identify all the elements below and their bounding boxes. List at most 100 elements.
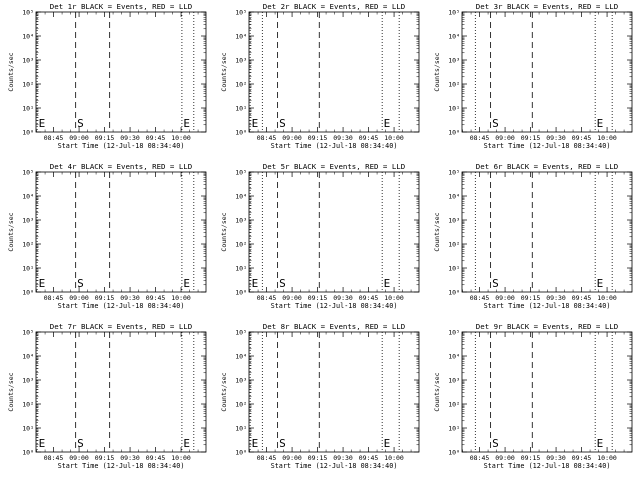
x-tick-label: 09:15 — [521, 134, 541, 142]
detector-panel: Det 5r BLACK = Events, RED = LLD 10⁰ 10¹ 10… — [213, 160, 426, 320]
event-marker-label: E — [597, 117, 604, 130]
x-tick-label: 09:00 — [495, 454, 515, 462]
y-tick-label: 10⁰ — [235, 129, 247, 137]
y-axis-label: Counts/sec — [220, 212, 228, 251]
chart-title: Det 6r BLACK = Events, RED = LLD — [476, 162, 618, 171]
y-tick-label: 10⁵ — [448, 9, 460, 17]
detector-chart: Det 6r BLACK = Events, RED = LLD 10⁰ 10¹ 10… — [433, 162, 633, 310]
y-tick-label: 10¹ — [448, 425, 460, 433]
y-tick-label: 10² — [448, 401, 460, 409]
detector-chart: Det 1r BLACK = Events, RED = LLD 10⁰ 10¹ 10… — [7, 2, 207, 150]
y-tick-label: 10⁴ — [448, 33, 460, 41]
y-tick-label: 10⁵ — [22, 9, 34, 17]
y-axis-label: Counts/sec — [7, 52, 15, 91]
y-tick-label: 10⁴ — [235, 33, 247, 41]
y-tick-label: 10⁰ — [22, 129, 34, 137]
x-tick-label: 09:45 — [359, 134, 379, 142]
y-tick-label: 10¹ — [448, 105, 460, 113]
plot-frame — [248, 11, 420, 133]
x-tick-label: 10:00 — [384, 294, 404, 302]
x-tick-label: 08:45 — [470, 454, 490, 462]
event-marker-label: E — [597, 437, 604, 450]
x-axis-label: Start Time (12-Jul-18 08:34:40) — [271, 142, 398, 150]
x-tick-label: 09:30 — [120, 454, 140, 462]
event-marker-label: S — [492, 117, 499, 130]
y-tick-label: 10³ — [235, 217, 247, 225]
y-tick-label: 10² — [22, 401, 34, 409]
event-marker-label: E — [183, 277, 190, 290]
y-tick-label: 10¹ — [235, 425, 247, 433]
x-axis-label: Start Time (12-Jul-18 08:34:40) — [58, 302, 185, 310]
x-tick-label: 09:30 — [333, 294, 353, 302]
event-marker-label: S — [279, 437, 286, 450]
x-tick-label: 09:00 — [495, 294, 515, 302]
y-tick-label: 10⁰ — [235, 289, 247, 297]
chart-title: Det 2r BLACK = Events, RED = LLD — [263, 2, 405, 11]
y-tick-label: 10⁴ — [22, 353, 34, 361]
y-tick-label: 10⁴ — [448, 193, 460, 201]
x-tick-label: 09:15 — [308, 134, 328, 142]
plot-frame — [35, 171, 207, 293]
y-axis-label: Counts/sec — [433, 52, 441, 91]
detector-panel: Det 8r BLACK = Events, RED = LLD 10⁰ 10¹ 10… — [213, 320, 426, 480]
y-axis-label: Counts/sec — [433, 212, 441, 251]
detector-chart: Det 4r BLACK = Events, RED = LLD 10⁰ 10¹ 10… — [7, 162, 207, 310]
x-tick-label: 09:15 — [95, 294, 115, 302]
plot-frame — [461, 331, 633, 453]
y-tick-label: 10² — [448, 81, 460, 89]
y-tick-label: 10¹ — [448, 265, 460, 273]
y-tick-label: 10² — [448, 241, 460, 249]
y-tick-label: 10¹ — [22, 265, 34, 273]
x-tick-label: 09:45 — [572, 294, 592, 302]
x-tick-label: 09:45 — [146, 294, 166, 302]
x-tick-label: 08:45 — [470, 134, 490, 142]
event-marker-label: S — [492, 277, 499, 290]
y-tick-label: 10² — [235, 81, 247, 89]
x-tick-label: 09:00 — [69, 294, 89, 302]
x-tick-label: 08:45 — [257, 134, 277, 142]
x-tick-label: 09:30 — [546, 454, 566, 462]
y-tick-label: 10³ — [448, 217, 460, 225]
x-tick-label: 10:00 — [597, 454, 617, 462]
x-tick-label: 09:15 — [308, 294, 328, 302]
plot-frame — [248, 171, 420, 293]
detector-panel: Det 9r BLACK = Events, RED = LLD 10⁰ 10¹ 10… — [426, 320, 639, 480]
y-tick-label: 10³ — [235, 377, 247, 385]
x-tick-label: 10:00 — [597, 294, 617, 302]
chart-title: Det 1r BLACK = Events, RED = LLD — [50, 2, 192, 11]
plot-frame — [35, 331, 207, 453]
y-tick-label: 10¹ — [22, 425, 34, 433]
y-axis-label: Counts/sec — [7, 212, 15, 251]
y-axis-label: Counts/sec — [7, 372, 15, 411]
detector-chart: Det 2r BLACK = Events, RED = LLD 10⁰ 10¹ 10… — [220, 2, 420, 150]
plot-frame — [35, 11, 207, 133]
x-tick-label: 08:45 — [44, 454, 64, 462]
x-tick-label: 09:15 — [521, 294, 541, 302]
y-axis-label: Counts/sec — [220, 52, 228, 91]
event-marker-label: E — [384, 277, 391, 290]
chart-title: Det 3r BLACK = Events, RED = LLD — [476, 2, 618, 11]
x-tick-label: 09:00 — [282, 294, 302, 302]
x-tick-label: 09:00 — [282, 454, 302, 462]
y-tick-label: 10³ — [22, 57, 34, 65]
x-tick-label: 09:30 — [120, 134, 140, 142]
event-marker-label: S — [77, 117, 84, 130]
x-axis-label: Start Time (12-Jul-18 08:34:40) — [58, 142, 185, 150]
plot-frame — [248, 331, 420, 453]
x-tick-label: 09:45 — [146, 134, 166, 142]
x-tick-label: 09:00 — [69, 134, 89, 142]
x-tick-label: 10:00 — [597, 134, 617, 142]
x-tick-label: 09:15 — [95, 454, 115, 462]
y-tick-label: 10³ — [448, 57, 460, 65]
plot-frame — [461, 11, 633, 133]
event-marker-label: S — [77, 437, 84, 450]
x-tick-label: 09:15 — [521, 454, 541, 462]
x-tick-label: 09:30 — [333, 134, 353, 142]
y-tick-label: 10⁵ — [235, 329, 247, 337]
y-tick-label: 10⁰ — [448, 129, 460, 137]
y-tick-label: 10² — [235, 241, 247, 249]
event-marker-label: E — [252, 117, 259, 130]
event-marker-label: E — [39, 277, 46, 290]
x-axis-label: Start Time (12-Jul-18 08:34:40) — [58, 462, 185, 470]
event-marker-label: E — [252, 277, 259, 290]
